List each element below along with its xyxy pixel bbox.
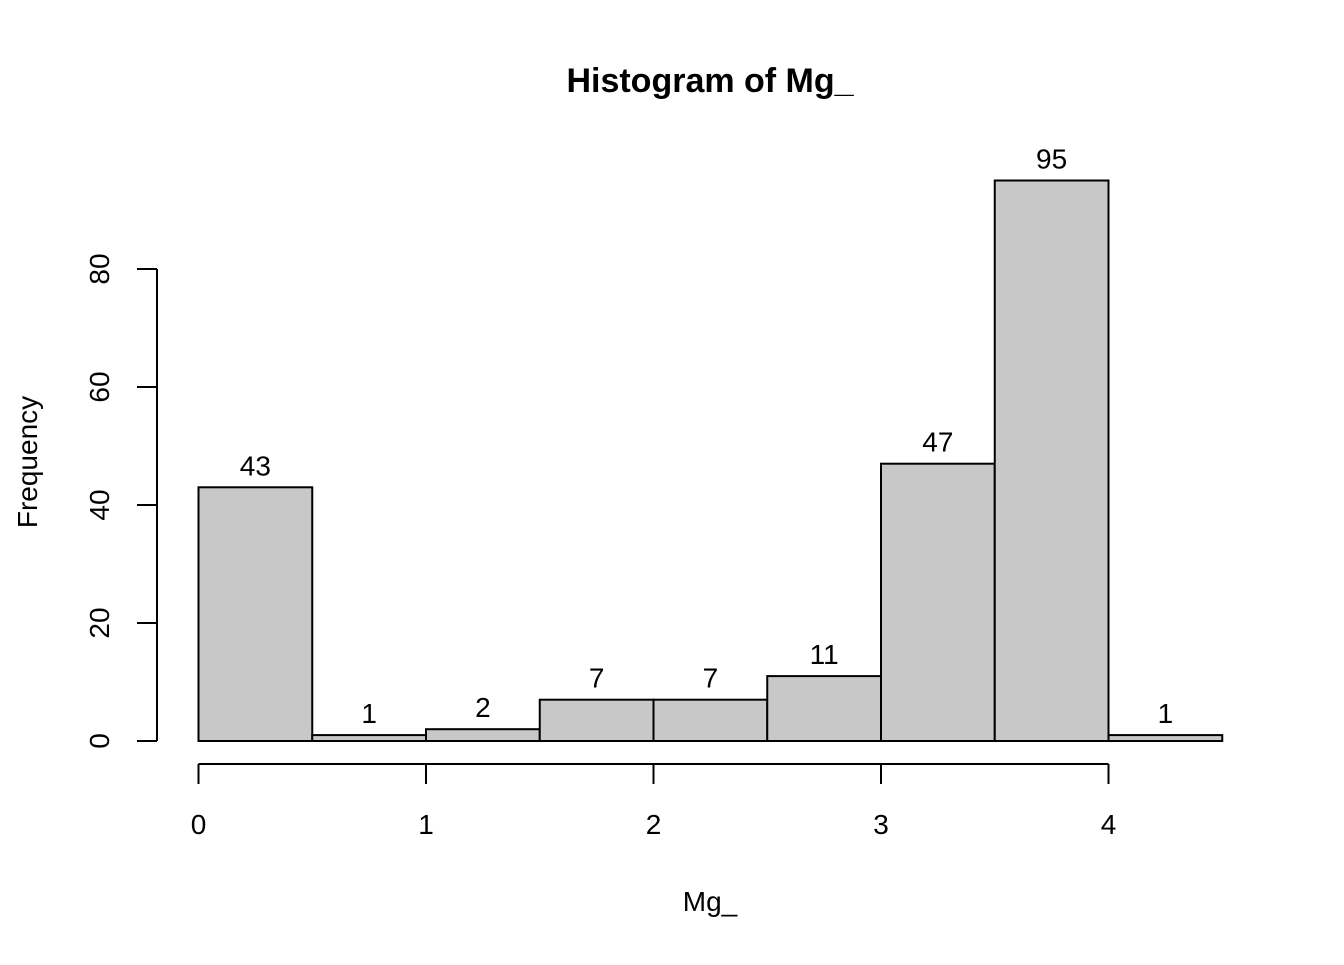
bar-count-label: 7 — [703, 663, 719, 694]
bar-count-label: 7 — [589, 663, 605, 694]
histogram-bar — [766, 675, 882, 742]
x-tick-label: 2 — [646, 809, 662, 840]
chart-title: Histogram of Mg_ — [566, 62, 854, 100]
x-tick-label: 3 — [873, 809, 889, 840]
x-tick-label: 1 — [418, 809, 434, 840]
data-labels-group: 43 1 2 7 7 11 47 95 1 — [240, 144, 1174, 729]
bar-count-label: 43 — [240, 450, 271, 481]
bar-count-label: 1 — [1158, 698, 1174, 729]
y-tick-label: 0 — [84, 733, 115, 749]
histogram-bar — [425, 728, 541, 743]
histogram-bar — [880, 462, 996, 742]
x-tick-label: 0 — [191, 809, 207, 840]
bar-count-label: 2 — [475, 692, 491, 723]
bar-count-label: 47 — [922, 427, 953, 458]
y-tick-label: 40 — [84, 489, 115, 520]
histogram-bar — [538, 698, 655, 743]
histogram-bar — [197, 486, 314, 742]
bar-count-label: 1 — [361, 698, 377, 729]
bar-count-label: 11 — [810, 639, 839, 670]
x-axis: 0 1 2 3 4 — [191, 763, 1117, 840]
y-axis: 0 20 40 60 80 — [84, 253, 158, 749]
y-tick-label: 60 — [84, 371, 115, 402]
x-tick-label: 4 — [1101, 809, 1117, 840]
histogram-bar — [1107, 734, 1224, 742]
x-axis-label: Mg_ — [683, 886, 738, 917]
y-tick-label: 20 — [84, 607, 115, 638]
bars-group — [197, 179, 1224, 743]
bar-count-label: 95 — [1036, 144, 1067, 175]
histogram-bar — [993, 179, 1110, 742]
histogram-bar — [652, 698, 769, 743]
y-tick-label: 80 — [84, 253, 115, 284]
histogram-bar — [311, 734, 427, 742]
y-axis-label: Frequency — [12, 396, 43, 528]
